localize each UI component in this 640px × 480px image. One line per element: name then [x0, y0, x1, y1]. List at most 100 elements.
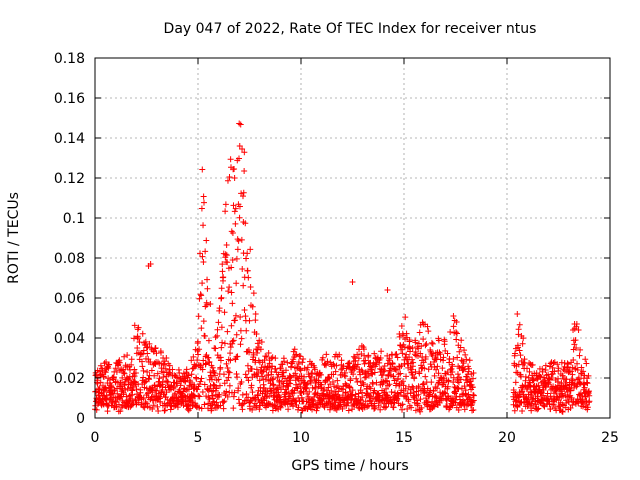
data-point — [116, 367, 123, 374]
data-point — [155, 407, 162, 414]
data-point — [518, 333, 525, 339]
data-point — [570, 356, 577, 363]
data-point — [463, 356, 470, 363]
data-point — [279, 361, 286, 368]
data-point — [389, 396, 396, 403]
data-point — [462, 387, 469, 394]
data-point — [120, 389, 127, 396]
data-point — [344, 393, 351, 400]
data-point — [216, 391, 223, 398]
data-point — [128, 361, 135, 368]
y-tick-label: 0.02 — [54, 371, 85, 387]
data-point — [192, 363, 199, 370]
data-point — [549, 364, 556, 371]
data-point — [140, 374, 147, 381]
data-point — [361, 360, 368, 367]
x-tick-label: 5 — [194, 430, 203, 446]
data-point — [233, 255, 240, 262]
data-point — [208, 405, 215, 412]
data-point — [149, 405, 156, 412]
data-point — [100, 374, 107, 381]
data-point — [247, 246, 254, 253]
data-point — [247, 398, 254, 405]
data-point — [296, 352, 303, 359]
data-point — [311, 366, 318, 373]
data-point — [445, 377, 452, 384]
data-point — [167, 406, 174, 413]
data-point — [342, 390, 349, 397]
data-point — [398, 346, 405, 353]
data-point — [294, 385, 301, 392]
data-point — [145, 375, 152, 382]
data-point — [227, 350, 234, 357]
data-point — [160, 373, 167, 380]
data-point — [406, 354, 413, 361]
y-tick-label: 0.14 — [54, 131, 85, 147]
data-point — [256, 377, 263, 384]
data-point — [250, 290, 257, 297]
data-point — [567, 368, 574, 375]
data-point — [393, 367, 400, 374]
data-point — [371, 350, 378, 357]
data-point — [190, 353, 197, 360]
data-point — [355, 355, 362, 362]
data-point — [215, 319, 222, 326]
data-point — [371, 369, 378, 376]
data-point — [249, 389, 256, 396]
data-point — [198, 405, 205, 412]
data-point — [516, 347, 523, 354]
data-point — [256, 406, 263, 413]
data-point — [119, 385, 126, 392]
data-point — [222, 208, 229, 215]
data-point — [392, 366, 399, 373]
data-point — [281, 358, 288, 365]
data-point — [460, 397, 467, 404]
data-point — [423, 398, 430, 405]
data-point — [202, 248, 209, 255]
data-point — [349, 387, 356, 394]
data-point — [350, 353, 357, 360]
data-point — [229, 300, 236, 307]
data-point — [97, 362, 104, 369]
data-point — [408, 404, 415, 411]
data-point — [272, 355, 279, 362]
data-point — [245, 377, 252, 384]
data-point — [227, 156, 234, 163]
data-point — [336, 351, 343, 358]
y-tick-label: 0.08 — [54, 251, 85, 267]
data-point — [449, 363, 456, 370]
data-point — [117, 408, 124, 415]
data-point — [117, 379, 124, 386]
data-point — [303, 366, 310, 373]
data-point — [524, 365, 531, 372]
data-point — [232, 205, 239, 212]
data-point — [306, 388, 313, 395]
data-point — [118, 404, 125, 411]
data-point — [285, 406, 292, 413]
data-point — [555, 365, 562, 372]
data-point — [297, 353, 304, 360]
data-point — [153, 350, 160, 357]
data-point — [210, 369, 217, 376]
data-point — [398, 322, 405, 329]
data-point — [245, 394, 252, 401]
data-point — [415, 345, 422, 352]
data-point — [217, 357, 224, 364]
data-point — [423, 341, 430, 348]
data-point — [381, 362, 388, 369]
data-point — [364, 368, 371, 375]
data-point — [131, 378, 138, 385]
data-point — [455, 406, 462, 413]
data-point — [418, 404, 425, 411]
data-point — [435, 380, 442, 387]
data-point — [575, 326, 582, 333]
data-point — [225, 368, 232, 375]
data-point — [128, 356, 135, 363]
data-point — [325, 384, 332, 391]
data-point — [465, 365, 472, 372]
data-point — [235, 396, 242, 403]
data-point — [147, 359, 154, 366]
data-point — [419, 381, 426, 388]
data-point — [515, 344, 522, 351]
data-point — [182, 378, 189, 385]
